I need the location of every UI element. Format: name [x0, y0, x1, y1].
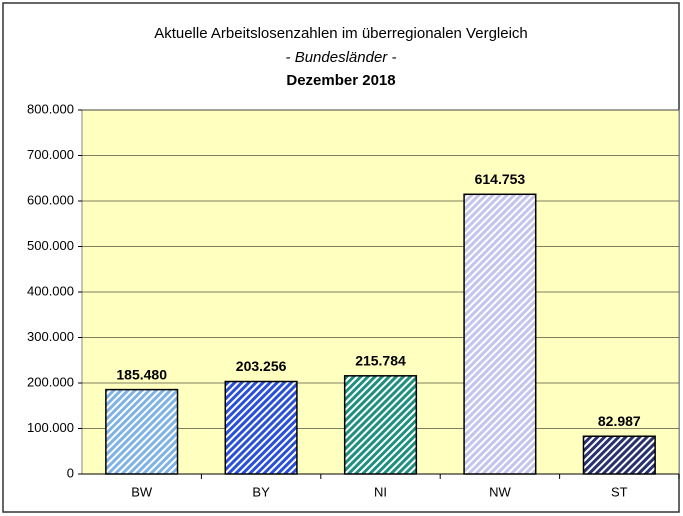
y-tick-label: 100.000	[27, 420, 74, 435]
bar	[582, 435, 656, 475]
y-tick-label: 300.000	[27, 329, 74, 344]
bar	[463, 193, 537, 475]
y-tick-label: 800.000	[27, 101, 74, 116]
x-tick-label: NW	[489, 484, 511, 499]
chart-subtitle: - Bundesländer -	[286, 49, 397, 66]
x-tick-label: NI	[374, 484, 387, 499]
value-label: 215.784	[355, 353, 406, 369]
value-label: 203.256	[236, 358, 287, 374]
x-tick-label: ST	[611, 484, 628, 499]
chart-period: Dezember 2018	[286, 72, 395, 89]
y-tick-label: 700.000	[27, 147, 74, 162]
x-tick-label: BW	[131, 484, 153, 499]
y-tick-label: 600.000	[27, 192, 74, 207]
value-label: 614.753	[475, 171, 526, 187]
bar	[105, 388, 179, 475]
bar	[343, 375, 418, 475]
x-tick-label: BY	[252, 484, 270, 499]
y-tick-label: 0	[67, 465, 74, 480]
y-tick-label: 400.000	[27, 283, 74, 298]
y-tick-label: 500.000	[27, 238, 74, 253]
value-label: 82.987	[598, 413, 641, 429]
chart-title: Aktuelle Arbeitslosenzahlen im überregio…	[154, 25, 528, 42]
y-tick-label: 200.000	[27, 374, 74, 389]
value-label: 185.480	[116, 366, 167, 382]
bar	[224, 380, 298, 475]
